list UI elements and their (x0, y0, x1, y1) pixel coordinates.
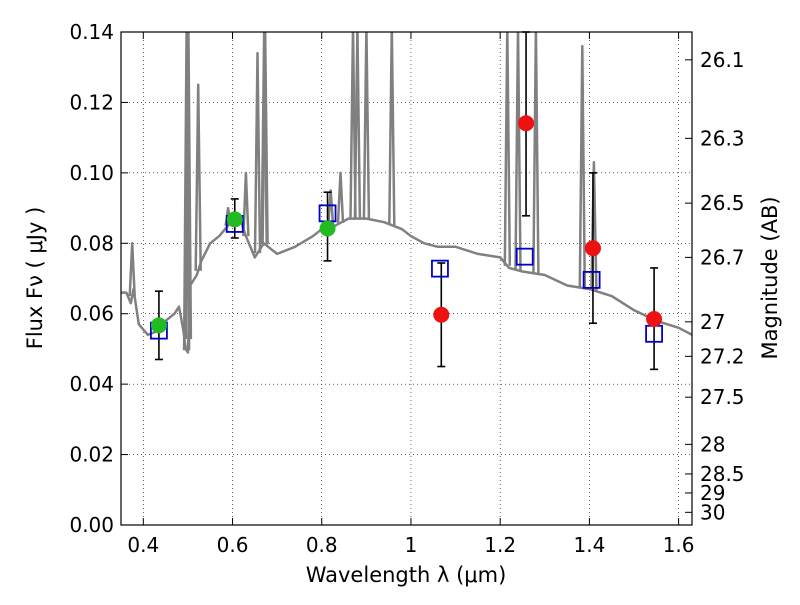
y2-tick-label: 27.5 (700, 385, 745, 409)
observed-point-green (319, 220, 336, 237)
y-tick-label: 0.04 (69, 372, 114, 396)
emission-line (261, 32, 269, 245)
y-tick-label: 0.10 (69, 161, 114, 185)
y2-tick-label: 27.2 (700, 344, 745, 368)
y-tick-label: 0.14 (69, 20, 114, 44)
y-axis-title: Flux Fν ( μJy ) (23, 207, 47, 350)
y2-tick-label: 28.5 (700, 462, 745, 486)
x-tick-label: 0.8 (306, 533, 338, 557)
y2-tick-label: 29 (700, 481, 725, 505)
emission-line (362, 32, 371, 219)
emission-line (532, 32, 540, 274)
model-point-square (431, 259, 449, 278)
y2-axis-title: Magnitude (AB) (758, 196, 782, 359)
x-tick-label: 0.4 (127, 533, 159, 557)
axes: 0.4 0.6 0.8 1 1.2 1.4 1.6 0.00 0.02 0.04 0.06 0.08 0… (69, 20, 744, 557)
emission-line (336, 171, 345, 223)
y2-tick-label: 26.5 (700, 191, 745, 215)
observed-point-red (646, 310, 663, 327)
observed-point-red (584, 240, 601, 257)
emission-line (194, 83, 202, 271)
x-tick-label: 1 (405, 533, 418, 557)
x-tick-label: 1.2 (484, 533, 516, 557)
model-point-square (515, 247, 534, 266)
emission-line (182, 32, 191, 351)
y2-tick-label: 28 (700, 432, 725, 456)
emission-line (184, 32, 193, 340)
y2-tick-label: 26.7 (700, 245, 745, 269)
observed-point-green (226, 211, 243, 228)
emission-line (503, 32, 512, 266)
observed-point-red (518, 115, 535, 132)
markers (150, 115, 663, 343)
model-point-square (582, 271, 601, 289)
emission-line (128, 242, 136, 297)
x-tick-label: 0.6 (217, 533, 249, 557)
emission-line (514, 32, 522, 271)
x-tick-label: 1.6 (663, 533, 695, 557)
y2-tick-label: 26.1 (700, 48, 745, 72)
y-tick-label: 0.06 (69, 302, 114, 326)
y-tick-label: 0.08 (69, 231, 114, 255)
y2-tick-label: 26.3 (700, 126, 745, 150)
emission-line (388, 32, 396, 226)
emission-line (353, 32, 362, 219)
y-tick-label: 0.02 (69, 443, 114, 467)
observed-point-red (433, 306, 450, 323)
emission-line (578, 44, 587, 288)
y2-tick-label: 30 (700, 500, 725, 524)
plot-frame (120, 31, 693, 526)
y2-tick-label: 27 (700, 310, 725, 334)
emission-line (253, 51, 262, 254)
x-axis-title: Wavelength λ (μm) (306, 563, 507, 587)
emission-line (242, 171, 250, 237)
y-tick-label: 0.00 (69, 513, 114, 537)
y-tick-label: 0.12 (69, 90, 114, 114)
x-tick-label: 1.4 (573, 533, 605, 557)
observed-point-green (150, 317, 167, 334)
error-bars (154, 31, 659, 371)
emission-line (326, 189, 335, 227)
